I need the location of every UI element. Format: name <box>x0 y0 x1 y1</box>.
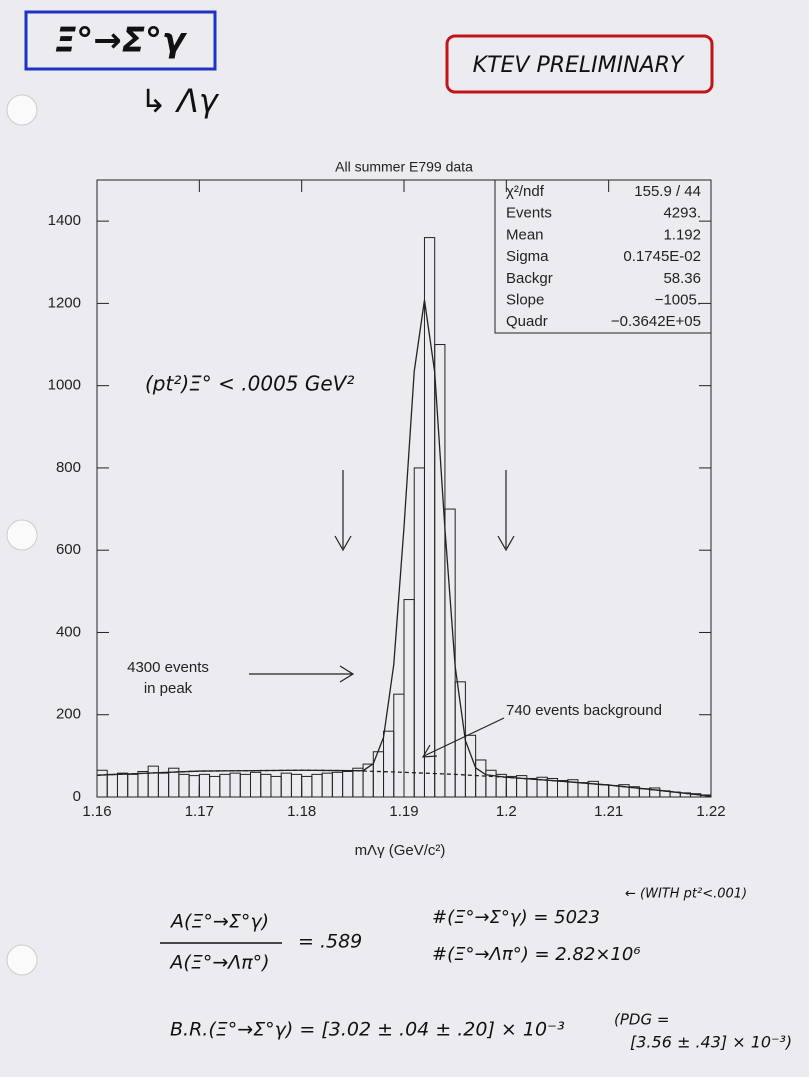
y-tick-label: 400 <box>56 623 81 640</box>
x-tick-label: 1.19 <box>389 803 418 820</box>
stats-key: Sigma <box>506 248 549 265</box>
formula: B.R.(Ξ°→Σ°γ) = [3.02 ± .04 ± .20] × 10⁻³ <box>170 1019 565 1041</box>
x-tick-label: 1.21 <box>594 803 623 820</box>
prelim-box <box>445 34 714 94</box>
peak-annotation: in peak <box>144 680 193 697</box>
y-tick-label: 1000 <box>48 377 81 394</box>
y-tick-label: 1200 <box>48 294 81 311</box>
background-annotation: 740 events background <box>506 702 662 719</box>
decay-box <box>24 10 217 71</box>
cut-arrow <box>497 470 515 552</box>
formula: = .589 <box>298 931 362 953</box>
y-tick-label: 1400 <box>48 212 81 229</box>
x-tick-label: 1.16 <box>82 803 111 820</box>
fit-curve <box>96 300 712 797</box>
y-tick-label: 600 <box>56 541 81 558</box>
stats-key: Quadr <box>506 313 548 330</box>
stats-key: Slope <box>506 291 544 308</box>
decay-label: Ξ°→Σ°γ <box>55 21 188 61</box>
y-tick-label: 0 <box>73 788 81 805</box>
y-tick-label: 200 <box>56 706 81 723</box>
formula: A(Ξ°→Λπ°) <box>168 952 269 974</box>
cut-arrow <box>334 470 352 552</box>
peak-annotation: 4300 events <box>127 659 209 676</box>
x-tick-label: 1.2 <box>496 803 517 820</box>
stats-value: 155.9 / 44 <box>634 183 701 200</box>
formula: A(Ξ°→Σ°γ) <box>169 911 269 933</box>
cut-annotation: (pt²)Ξ° < .0005 GeV² <box>145 372 354 396</box>
stats-key: Mean <box>506 226 544 243</box>
formula: [3.56 ± .43] × 10⁻³) <box>630 1033 792 1052</box>
punch-hole <box>6 519 38 551</box>
bin <box>444 508 456 798</box>
stats-value: 4293. <box>663 205 701 222</box>
stats-value: 0.1745E-02 <box>623 248 701 265</box>
prelim-label: KTEV PRELIMINARY <box>473 53 685 78</box>
stats-value: −1005. <box>655 291 701 308</box>
peak-arrow <box>249 665 355 683</box>
background-arrow <box>421 717 505 758</box>
arrows <box>249 470 515 758</box>
stats-value: 1.192 <box>663 226 701 243</box>
stats-value: −0.3642E+05 <box>611 313 701 330</box>
formula-note: ← (WITH pt²<.001) <box>625 887 747 902</box>
stats-box <box>494 179 712 334</box>
stats-key: Events <box>506 205 552 222</box>
subdecay-label: ↳ Λγ <box>140 82 220 120</box>
punch-hole <box>6 94 38 126</box>
stats-key: χ²/ndf <box>506 183 545 200</box>
formula: #(Ξ°→Σ°γ) = 5023 <box>432 907 600 928</box>
punch-hole <box>6 944 38 976</box>
x-tick-label: 1.17 <box>185 803 214 820</box>
chart-title: All summer E799 data <box>335 159 473 175</box>
stats-key: Backgr <box>506 270 553 287</box>
x-tick-label: 1.22 <box>696 803 725 820</box>
formula: (PDG = <box>614 1011 669 1029</box>
y-tick-label: 800 <box>56 459 81 476</box>
stats-value: 58.36 <box>663 270 701 287</box>
x-axis-label: mΛγ (GeV/c²) <box>355 842 446 859</box>
formula: #(Ξ°→Λπ°) = 2.82×10⁶ <box>432 944 641 965</box>
x-tick-label: 1.18 <box>287 803 316 820</box>
